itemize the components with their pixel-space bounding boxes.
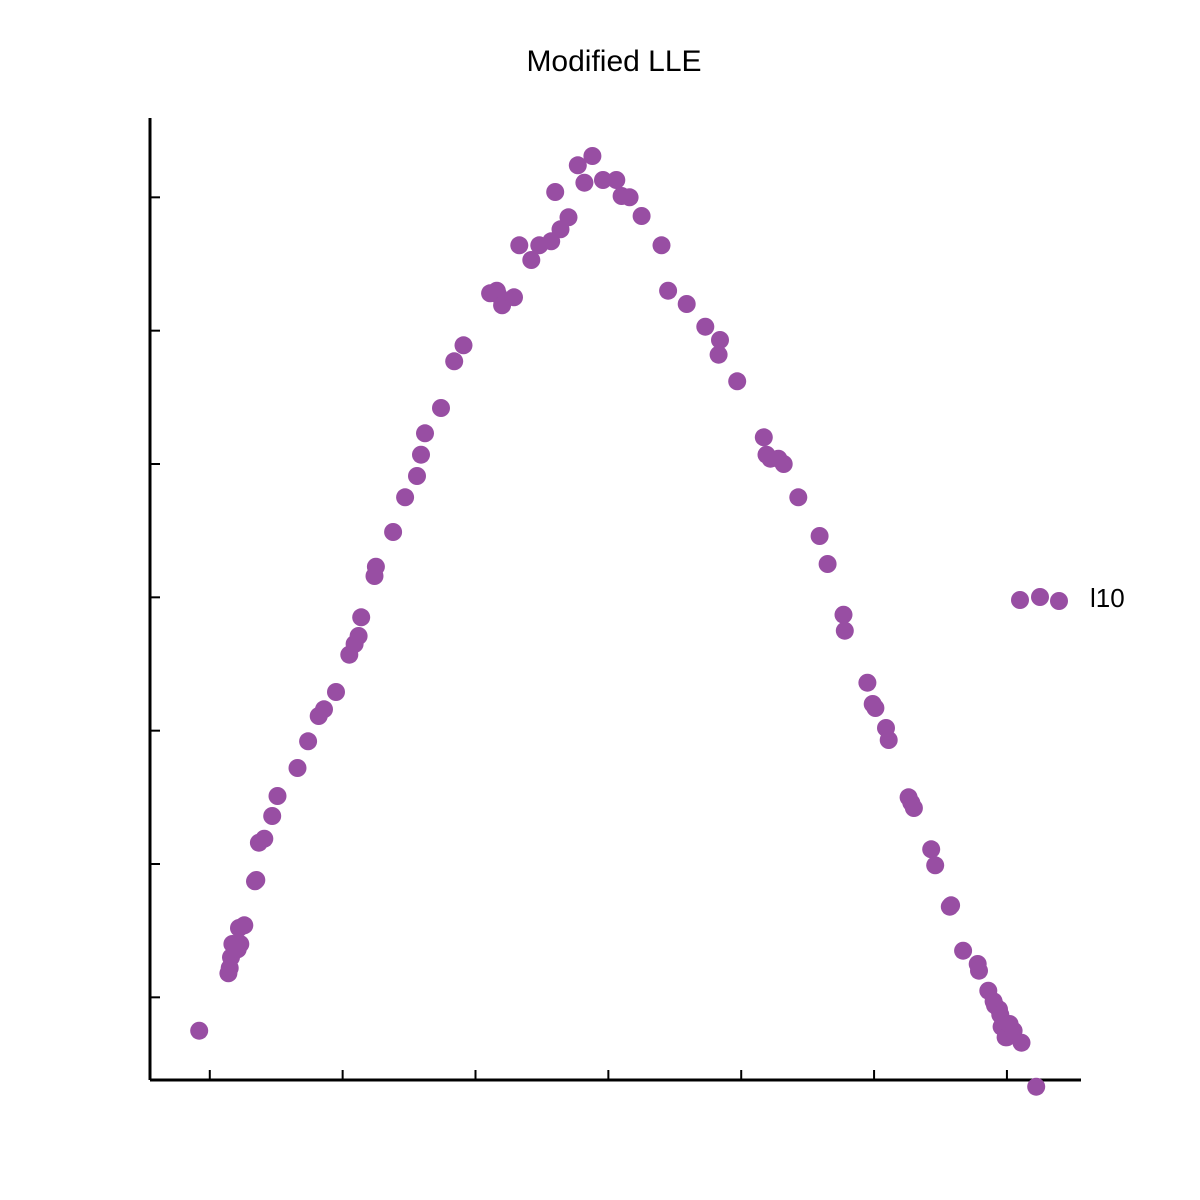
data-point [942, 896, 961, 915]
data-point [510, 236, 529, 255]
data-point [408, 467, 426, 485]
data-point [231, 935, 250, 953]
legend-marker [1011, 591, 1029, 609]
data-point [416, 424, 434, 443]
data-point [789, 488, 808, 507]
data-point [235, 916, 254, 935]
data-point [922, 840, 941, 859]
data-point [904, 799, 923, 817]
data-point [247, 871, 266, 889]
data-point [711, 331, 729, 349]
data-point [263, 807, 282, 825]
data-point [866, 699, 885, 717]
chart-title: Modified LLE [526, 45, 701, 78]
legend-marker [1050, 592, 1068, 610]
data-point [659, 281, 678, 300]
data-point [366, 557, 385, 576]
data-point [559, 208, 578, 227]
data-point [652, 236, 671, 255]
data-point [632, 207, 651, 225]
data-point [268, 787, 287, 805]
legend-label: l10 [1090, 583, 1125, 613]
x-ticks [208, 1070, 1008, 1080]
data-point [774, 455, 793, 473]
data-points [190, 147, 1046, 1096]
data-point [255, 829, 274, 848]
data-point [754, 428, 773, 447]
legend-markers [1011, 588, 1068, 610]
data-point [384, 523, 403, 541]
data-point [858, 673, 877, 692]
data-point [620, 188, 639, 207]
data-point [818, 555, 837, 573]
data-point [190, 1021, 209, 1040]
data-point [288, 759, 307, 777]
data-point [709, 345, 728, 364]
data-point [327, 683, 345, 701]
data-point [575, 173, 594, 192]
data-point [728, 372, 747, 391]
data-point [568, 156, 587, 175]
legend-marker [1031, 588, 1049, 606]
data-point [926, 856, 945, 875]
data-point [396, 488, 415, 507]
data-point [454, 336, 473, 355]
data-point [879, 731, 898, 749]
data-point [299, 732, 318, 751]
data-point [594, 171, 612, 189]
data-point [583, 147, 602, 165]
data-point [315, 700, 333, 719]
data-point [432, 399, 450, 417]
data-point [835, 621, 854, 640]
data-point [522, 251, 541, 269]
data-point [970, 961, 988, 980]
data-point [445, 352, 464, 371]
data-point [810, 527, 829, 545]
data-point [607, 171, 626, 189]
data-point [834, 605, 853, 624]
axes [148, 118, 1081, 1082]
data-point [505, 288, 523, 307]
data-point [1012, 1033, 1031, 1052]
y-ticks [150, 196, 160, 999]
data-point [352, 608, 371, 627]
legend: l10 [1011, 583, 1125, 613]
data-point [412, 445, 430, 464]
data-point [954, 941, 973, 960]
data-point [1027, 1077, 1046, 1096]
data-point [677, 295, 696, 313]
data-point [349, 627, 368, 645]
data-point [696, 317, 715, 336]
data-point [546, 183, 565, 201]
